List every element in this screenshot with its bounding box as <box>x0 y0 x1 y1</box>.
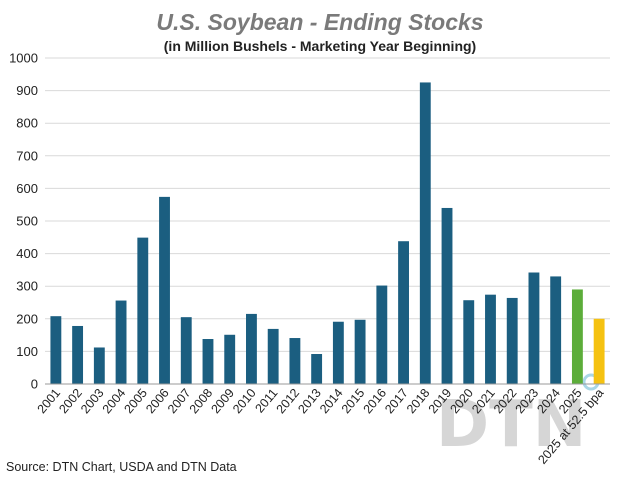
x-tick-label: 2009 <box>208 386 237 416</box>
chart-subtitle: (in Million Bushels - Marketing Year Beg… <box>164 38 476 54</box>
bar <box>289 338 301 384</box>
bar <box>72 325 84 384</box>
x-tick-label: 2015 <box>339 386 368 416</box>
x-tick-label: 2017 <box>382 386 411 416</box>
bar <box>354 319 366 384</box>
y-tick-label: 800 <box>16 116 38 131</box>
y-tick-label: 500 <box>16 214 38 229</box>
bar <box>593 318 605 384</box>
y-tick-label: 0 <box>31 377 38 392</box>
y-tick-label: 400 <box>16 246 38 261</box>
x-tick-label: 2001 <box>35 386 64 416</box>
bar <box>224 334 236 384</box>
x-tick-label: 2008 <box>187 386 216 416</box>
y-tick-label: 1000 <box>9 51 38 66</box>
bar <box>550 276 562 384</box>
bar <box>202 339 214 384</box>
y-tick-label: 200 <box>16 311 38 326</box>
chart-title: U.S. Soybean - Ending Stocks <box>156 9 483 35</box>
bar <box>93 347 105 384</box>
x-tick-label: 2007 <box>165 386 194 416</box>
y-tick-label: 700 <box>16 148 38 163</box>
x-tick-label: 2016 <box>361 386 390 416</box>
watermark-text: DTN <box>436 388 586 462</box>
bar <box>311 354 323 384</box>
bar <box>528 272 540 384</box>
x-tick-label: 2012 <box>274 386 303 416</box>
bar <box>137 237 149 384</box>
x-tick-label: 2005 <box>121 386 150 416</box>
x-tick-label: 2013 <box>295 386 324 416</box>
x-tick-label: 2004 <box>100 386 129 416</box>
bar <box>267 328 279 384</box>
bar <box>506 297 518 384</box>
bar <box>419 82 431 384</box>
x-tick-label: 2014 <box>317 386 346 416</box>
x-tick-label: 2011 <box>252 386 280 416</box>
bar <box>159 196 170 384</box>
bar <box>571 289 583 384</box>
y-tick-label: 100 <box>16 344 38 359</box>
y-tick-label: 600 <box>16 181 38 196</box>
bar <box>441 207 453 384</box>
bar <box>180 317 192 384</box>
dtn-watermark: DTN <box>436 373 600 462</box>
bars <box>50 82 605 384</box>
source-note: Source: DTN Chart, USDA and DTN Data <box>6 460 237 474</box>
x-tick-label: 2003 <box>78 386 107 416</box>
bar <box>376 285 388 384</box>
bar <box>332 321 344 384</box>
x-tick-label: 2018 <box>404 386 433 416</box>
y-tick-label: 300 <box>16 279 38 294</box>
bar <box>115 300 127 384</box>
y-axis-ticks: 0 100 200 300 400 500 600 700 800 900 1000 <box>9 51 38 392</box>
y-tick-label: 900 <box>16 83 38 98</box>
x-tick-label: 2006 <box>143 386 172 416</box>
x-tick-label: 2010 <box>230 386 259 416</box>
bar <box>485 294 496 384</box>
y-gridlines <box>45 57 610 352</box>
bar <box>246 313 257 384</box>
bar <box>463 300 475 384</box>
bar <box>50 316 62 384</box>
x-tick-label: 2002 <box>56 386 85 416</box>
bar <box>398 241 409 384</box>
